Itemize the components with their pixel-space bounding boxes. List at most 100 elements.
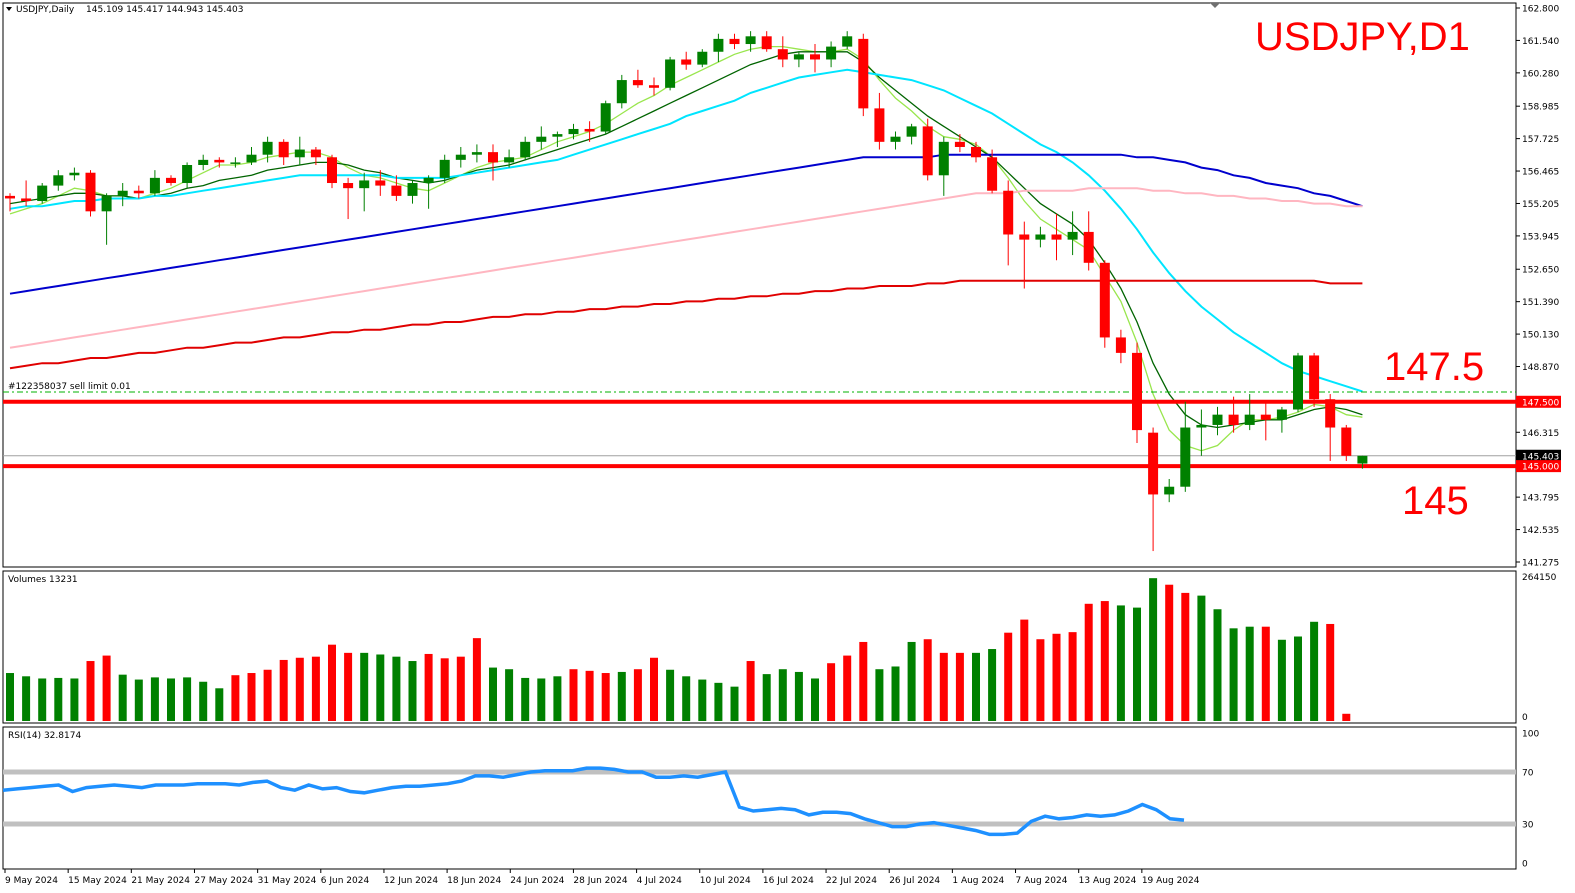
volume-bar [376,654,385,721]
volume-bar [714,682,723,721]
volume-bar [827,663,836,721]
order-label: #122358037 sell limit 0.01 [8,382,131,392]
candle [439,154,450,184]
candle [455,146,466,168]
date-tick-label: 18 Jun 2024 [447,876,501,886]
ma-line-ma_red [9,279,1363,370]
volume-bar [86,661,95,721]
candle [1083,211,1094,271]
candle [1003,180,1014,266]
price-tick-label: 148.870 [1522,363,1559,373]
volume-bar [392,656,401,721]
date-tick-label: 31 May 2024 [258,876,317,886]
dropdown-triangle-icon[interactable] [6,7,12,11]
price-tick-label: 142.535 [1522,526,1559,536]
volume-bar [972,652,980,721]
candle [471,144,482,163]
date-tick-label: 27 May 2024 [194,876,253,886]
volume-bar [1197,595,1206,721]
volume-bar [1020,619,1029,721]
candle [1293,352,1303,413]
candle [1244,394,1255,431]
chart-shift-marker-icon[interactable] [1210,3,1220,8]
volume-bar [617,671,626,721]
volume-bar [295,657,304,721]
ohlc-values: 145.109 145.417 144.943 145.403 [86,5,243,15]
price-tick-label: 157.725 [1522,135,1559,145]
candle [310,146,321,165]
volume-bar [472,638,481,721]
volume-bar [1133,607,1141,721]
candle [53,170,64,191]
volume-bar [328,644,336,721]
volume-bar [344,652,353,721]
volume-bar [746,661,755,721]
volume-bar [585,670,594,721]
date-tick-label: 15 May 2024 [68,876,127,886]
volume-tick-label: 0 [1522,713,1528,723]
date-tick-label: 21 May 2024 [131,876,190,886]
candle [552,131,563,147]
candle [1228,396,1239,433]
candle [874,92,885,150]
candle [133,185,144,199]
candle [697,49,708,68]
volume-bar [955,652,964,721]
candlesticks [5,31,1368,552]
volume-bar [1116,605,1125,721]
rsi-tick-label: 0 [1522,860,1528,870]
candle [504,149,515,168]
volume-bar [1036,639,1045,721]
volume-bar [199,681,208,721]
volume-bar [1229,628,1238,721]
volume-bar [762,674,771,721]
candle [1180,401,1191,492]
price-tick-label: 143.795 [1522,494,1559,504]
volume-bar [988,649,997,721]
upper-level-annotation: 147.5 [1384,345,1484,389]
rsi-panel-frame [2,726,1517,870]
volume-bar [505,669,514,721]
candle [842,31,853,50]
candle [649,77,659,96]
candle [536,126,547,150]
candle [729,33,740,50]
volume-bar [1068,632,1077,721]
volume-bar [1149,578,1158,721]
volume-bar [1052,633,1061,721]
candle [117,183,128,207]
price-tick-label: 155.205 [1522,200,1559,210]
price-tick-label: 150.130 [1522,331,1559,341]
candle [1164,478,1175,503]
volume-bar [118,674,127,721]
volume-bar [1165,584,1174,721]
volume-bar [440,658,449,721]
ma-line-ma_mid [9,51,1363,429]
volume-bar [360,652,369,721]
volume-bar [150,677,159,721]
candle [423,175,434,209]
volume-bar [6,673,14,721]
volume-bar [489,667,497,721]
volume-bar [730,686,739,721]
bid-price-label: 145.403 [1522,452,1559,462]
candle [85,170,96,217]
volume-bar [1213,609,1222,721]
volume-bar [633,669,642,721]
price-tick-label: 162.800 [1522,5,1559,15]
bid-price-box [1516,449,1561,462]
candle [826,41,837,68]
symbol-info: USDJPY,Daily [16,5,75,15]
candle [665,56,676,91]
date-tick-label: 26 Jul 2024 [889,876,940,886]
candle [149,170,160,196]
candle [407,180,418,204]
volume-bar [263,669,272,721]
volume-bar [778,669,787,721]
big-title: USDJPY,D1 [1255,15,1470,59]
volume-bar [1245,626,1254,721]
candle [681,51,692,70]
volume-bar [408,661,417,721]
volume-bar [875,669,884,721]
